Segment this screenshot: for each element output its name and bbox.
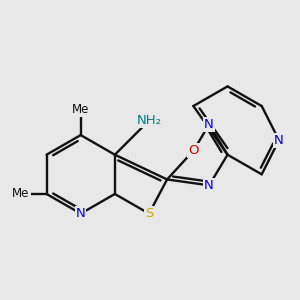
Text: S: S [145, 207, 153, 220]
Text: Me: Me [12, 188, 30, 200]
Text: N: N [274, 134, 284, 147]
Text: N: N [204, 179, 214, 192]
Text: NH₂: NH₂ [136, 114, 161, 127]
Text: N: N [204, 118, 214, 131]
Text: O: O [188, 144, 199, 157]
Text: Me: Me [72, 103, 89, 116]
Text: N: N [76, 207, 86, 220]
